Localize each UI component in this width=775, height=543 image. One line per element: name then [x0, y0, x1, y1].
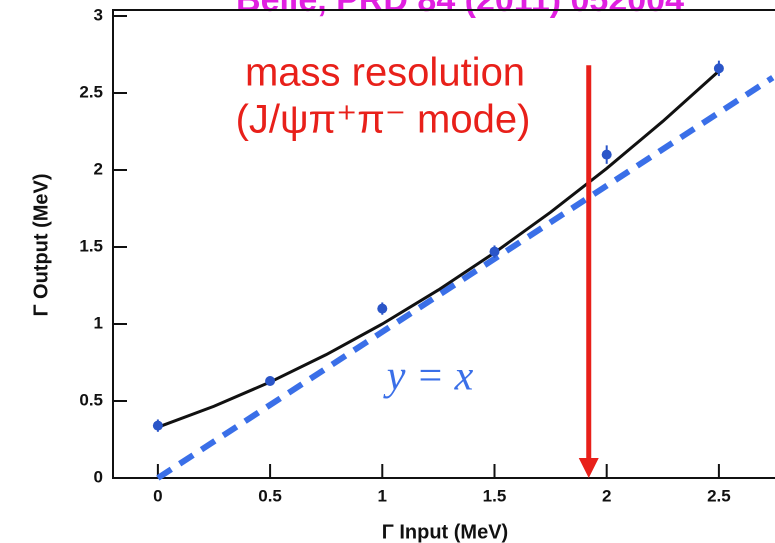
x-tick-label: 0.5 [258, 486, 282, 505]
y-tick-label: 0.5 [79, 390, 103, 409]
data-point [152, 420, 163, 431]
y-tick-label: 0 [94, 467, 103, 486]
annotation: mass resolution [245, 51, 525, 95]
y-axis-label: Γ Output (MeV) [30, 173, 52, 316]
annotation: (J/ψπ⁺π⁻ mode) [236, 98, 531, 142]
y-tick-label: 2 [94, 159, 103, 178]
x-tick-label: 2.5 [707, 486, 731, 505]
annotation: y = x [383, 354, 474, 400]
x-tick-label: 1 [378, 486, 387, 505]
plot-frame [112, 9, 775, 479]
data-point [265, 375, 276, 386]
diagonal-line [156, 75, 775, 481]
y-tick-label: 2.5 [79, 82, 103, 101]
data-point [713, 63, 724, 74]
x-tick-label: 0 [153, 486, 162, 505]
data-point [489, 246, 500, 257]
arrow-head [578, 458, 599, 478]
x-axis-label: Γ Input (MeV) [382, 521, 508, 543]
data-point [377, 303, 388, 314]
data-point [601, 149, 612, 160]
y-tick-label: 3 [94, 5, 103, 24]
x-tick-label: 1.5 [483, 486, 507, 505]
x-tick-label: 2 [602, 486, 611, 505]
y-tick-label: 1 [94, 313, 103, 332]
y-tick-label: 1.5 [79, 236, 103, 255]
fit-curve [157, 69, 720, 429]
